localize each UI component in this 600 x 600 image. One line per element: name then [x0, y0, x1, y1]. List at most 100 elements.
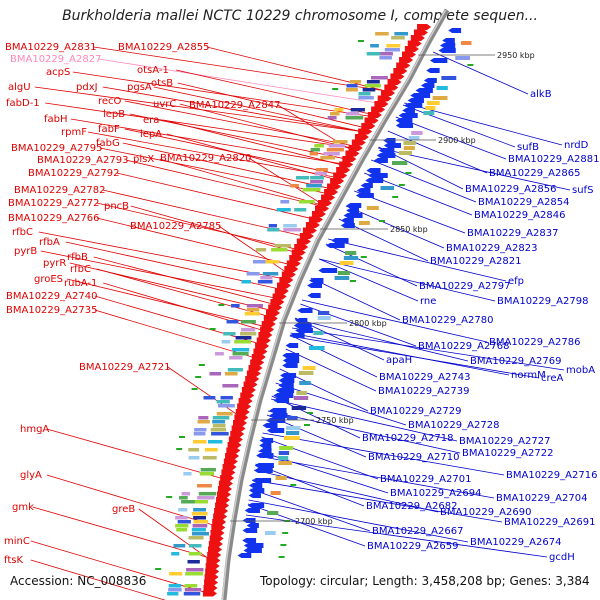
- inner-feature-block: [268, 224, 277, 228]
- gene-label-left: lepB: [103, 109, 125, 120]
- gene-label-left: fabH: [44, 114, 68, 125]
- forward-gene-arrow: [234, 414, 249, 421]
- outer-feature-block: [313, 331, 324, 335]
- inner-feature-block: [188, 536, 204, 540]
- gene-label-left: rfbC: [70, 264, 91, 275]
- gene-label-left: acpS: [46, 67, 70, 78]
- right-label-connector: [328, 238, 507, 282]
- gc-skew-mark: [218, 304, 225, 306]
- forward-gene-arrow: [314, 205, 329, 212]
- right-label-connector: [294, 318, 469, 362]
- inner-feature-block: [265, 260, 279, 264]
- gc-skew-mark: [198, 364, 205, 366]
- gene-label-left: BMA10229_A2793: [37, 155, 128, 166]
- gene-label-right: BMA10229_A2659: [367, 541, 458, 552]
- outer-feature-block: [460, 41, 472, 45]
- forward-gene-arrow: [351, 139, 366, 146]
- outer-feature-block: [339, 261, 354, 265]
- forward-gene-arrow: [348, 145, 363, 151]
- inner-feature-block: [328, 144, 346, 148]
- inner-feature-block: [294, 208, 307, 212]
- inner-feature-block: [309, 152, 319, 156]
- inner-feature-block: [224, 372, 238, 376]
- forward-gene-arrow: [371, 106, 386, 113]
- reverse-gene-arrow: [318, 268, 338, 273]
- forward-gene-arrow: [205, 563, 220, 569]
- gc-skew-mark: [166, 496, 173, 498]
- forward-gene-arrow: [213, 513, 228, 520]
- inner-feature-block: [391, 36, 405, 40]
- inner-feature-block: [241, 328, 256, 332]
- reverse-gene-arrow: [251, 478, 272, 483]
- gene-label-right: nrdD: [564, 140, 589, 151]
- reverse-gene-arrow: [383, 143, 402, 148]
- left-label-connector: [176, 69, 372, 115]
- inner-feature-block: [283, 224, 297, 228]
- accession-text: Accession: NC_008836: [10, 574, 147, 588]
- reverse-gene-arrow: [373, 158, 388, 163]
- forward-gene-arrow: [281, 271, 296, 278]
- inner-feature-block: [290, 184, 299, 188]
- left-label-connector: [218, 225, 288, 274]
- reverse-gene-arrow: [383, 138, 396, 143]
- inner-feature-block: [271, 248, 288, 252]
- forward-gene-arrow: [266, 310, 280, 316]
- reverse-gene-arrow: [249, 488, 265, 493]
- outer-feature-block: [398, 151, 413, 155]
- forward-gene-arrow: [208, 546, 223, 553]
- inner-feature-block: [218, 404, 235, 408]
- inner-feature-block: [212, 416, 230, 420]
- inner-feature-block: [227, 368, 243, 372]
- inner-feature-block: [262, 272, 279, 276]
- inner-feature-block: [189, 544, 202, 548]
- reverse-gene-arrow: [237, 553, 252, 558]
- inner-feature-block: [358, 96, 374, 100]
- inner-feature-block: [212, 420, 226, 424]
- gene-label-right: BMA10229_A2704: [496, 493, 587, 504]
- right-label-connector: [289, 335, 540, 379]
- inner-feature-block: [192, 440, 207, 444]
- inner-feature-block: [375, 32, 389, 36]
- gene-label-left: glyA: [20, 470, 42, 481]
- reverse-gene-arrow: [309, 278, 324, 283]
- forward-gene-arrow: [327, 183, 342, 190]
- reverse-gene-arrow: [280, 373, 297, 378]
- forward-gene-arrow: [218, 480, 233, 487]
- gene-label-left: BMA10229_A2820: [160, 153, 251, 164]
- reverse-gene-arrow: [243, 543, 264, 548]
- left-label-connector: [38, 231, 285, 280]
- right-label-connector: [387, 130, 488, 174]
- gene-label-left: recO: [98, 96, 122, 107]
- reverse-gene-arrow: [273, 398, 290, 403]
- reverse-gene-arrow: [259, 438, 274, 443]
- right-label-connector: [275, 382, 407, 426]
- inner-feature-block: [379, 56, 392, 60]
- outer-feature-block: [270, 491, 281, 495]
- reverse-gene-arrow: [395, 118, 413, 123]
- forward-gene-arrow: [210, 530, 225, 536]
- gene-label-right: normM: [511, 370, 546, 381]
- gene-label-left: BMA10229_A2855: [118, 42, 209, 53]
- gene-label-right: creA: [541, 373, 564, 384]
- inner-feature-block: [188, 456, 200, 460]
- forward-gene-arrow: [384, 84, 399, 91]
- left-label-connector: [99, 147, 328, 194]
- reverse-gene-arrow: [242, 538, 257, 543]
- forward-gene-arrow: [324, 189, 339, 195]
- outer-feature-block: [426, 101, 440, 105]
- reverse-gene-arrow: [285, 343, 299, 348]
- right-label-connector: [432, 51, 529, 95]
- inner-feature-block: [193, 508, 206, 512]
- inner-feature-block: [345, 88, 358, 92]
- forward-gene-arrow: [393, 68, 408, 74]
- gene-label-left: groES: [34, 274, 63, 285]
- gene-label-left: rfbA: [39, 237, 60, 248]
- right-label-connector: [262, 432, 505, 476]
- inner-feature-block: [314, 144, 324, 148]
- inner-feature-block: [371, 76, 388, 80]
- right-label-connector: [248, 499, 469, 543]
- gene-label-left: BMA10229_A2740: [6, 291, 97, 302]
- forward-gene-arrow: [214, 508, 229, 514]
- inner-feature-block: [173, 544, 186, 548]
